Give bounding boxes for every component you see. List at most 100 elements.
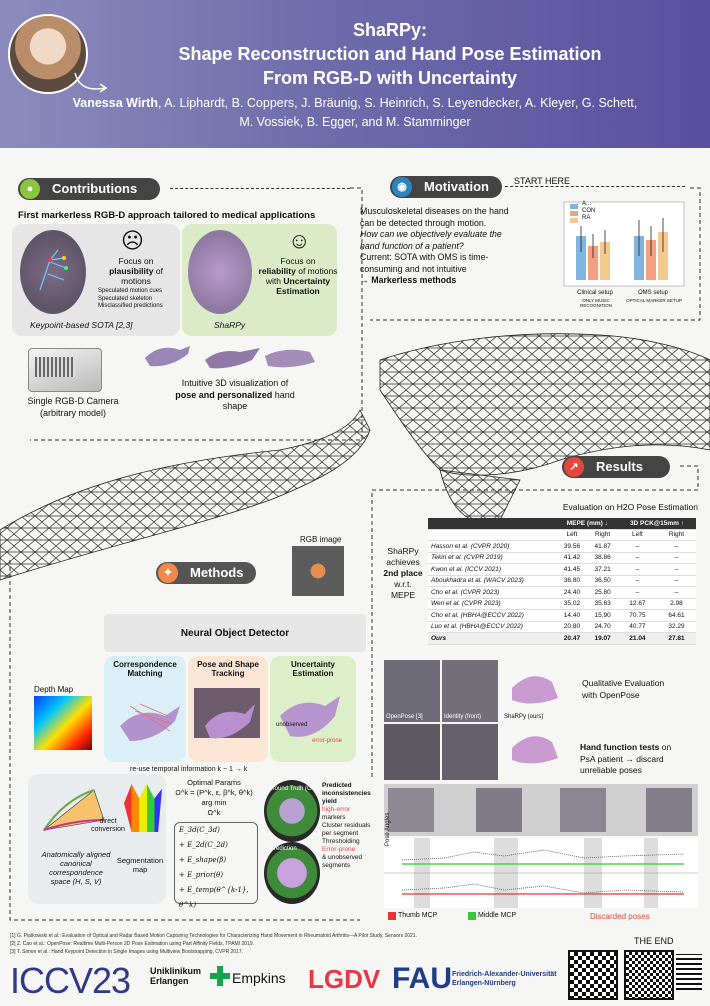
the-end-label: THE END (634, 936, 674, 946)
sota-hand-image (20, 230, 86, 314)
error-prone-seg-label: Error-prone (322, 846, 356, 853)
references: [1] G. Piatkowski et al.: Evaluation of … (10, 932, 570, 956)
qr-code-1[interactable] (568, 950, 618, 1000)
qual-3d-hands (512, 676, 558, 764)
table-value-cell: 41.87 (587, 540, 618, 553)
thumb-legend-label: Thumb MCP (398, 912, 438, 919)
subhead: Right (587, 529, 618, 541)
table-method-cell: Hasson et al. (CVPR 2020) (428, 540, 557, 553)
markers-label: markers (322, 814, 346, 821)
qual-text-line2: with OpenPose (582, 689, 640, 700)
direct-conversion-label: direct conversion (91, 818, 125, 833)
table-row: Cho et al. (HBHA@ECCV 2022) 14.40 15.90 70.… (428, 609, 696, 622)
frame-image (646, 788, 692, 832)
discarded-label: Discarded poses (590, 912, 650, 921)
camera-label-line1: Single RGB-D Camera (27, 396, 119, 406)
energy-term: + E_prior(θ) (179, 871, 224, 879)
table-value-cell: 20.80 (556, 621, 588, 633)
energy-term: + E_2d(C_2d) (179, 841, 228, 849)
qr-code-2[interactable] (624, 950, 674, 1000)
table-value-cell: 14.40 (556, 609, 588, 622)
methods-title: Methods (190, 565, 244, 580)
gt-label: Ground Truth (GT) (268, 786, 318, 792)
table-value-cell: 36.50 (587, 575, 618, 587)
gear-icon: ✦ (158, 563, 178, 583)
table-value-cell: 40.77 (617, 621, 657, 633)
depth-map-image (34, 696, 92, 750)
rgbd-camera-image (28, 348, 102, 392)
table-method-cell: Kwon et al. (ICCV 2021) (428, 563, 557, 576)
table-method-cell: Tekin et al. (CVPR 2019) (428, 552, 557, 564)
chart-icon: ↗ (564, 457, 584, 477)
wireframe-hand-background (0, 333, 710, 581)
happy-face-icon: ☺ (288, 228, 311, 253)
segmentation-line2: map (132, 865, 148, 874)
predicted-inconsistencies: Predicted inconsistencies yield high-err… (322, 782, 376, 870)
hand-test-line3: PsA patient → discard (580, 753, 664, 764)
motivation-line3: How can we objectively evaluate the (360, 229, 502, 239)
reference-item: [1] G. Piatkowski et al.: Evaluation of … (10, 933, 417, 939)
table-row: Wen et al. (CVPR 2023) 35.02 35.63 12.67 2.9… (428, 598, 696, 610)
yields-label: yield (322, 798, 337, 805)
fau-logo: FAU (392, 962, 452, 995)
energy-term: + E_shape(β) (179, 856, 227, 864)
sharpy-hand-image (188, 230, 252, 314)
location-pin-icon: ◉ (392, 177, 412, 197)
qr-code-3[interactable] (676, 954, 702, 990)
frame-image (560, 788, 606, 832)
canonical-line3: correspondence (49, 868, 103, 877)
pred-label: Prediction (270, 846, 297, 852)
thumb-label-identity: Identity (front) (444, 714, 482, 720)
poster-title-line2: Shape Reconstruction and Hand Pose Estim… (178, 44, 602, 64)
error-prone-label: error-prone (312, 738, 343, 744)
table-value-cell: 20.47 (556, 632, 588, 645)
uncertainty-label: Uncertainty Estimation (290, 660, 335, 678)
table-value-cell: 24.40 (556, 586, 588, 599)
sota-focus-bold: plausibility (109, 266, 154, 276)
canonical-line2: canonical (60, 859, 92, 868)
iccv-logo-text: ICCV23 (10, 960, 131, 1001)
authors-line1: Vanessa Wirth, A. Liphardt, B. Coppers, … (20, 96, 690, 110)
viz-label-line2: pose and personalized hand (150, 390, 320, 402)
table-method-cell: Aboukhadra et al. (WACV 2023) (428, 575, 557, 587)
lgdv-logo: LGDV (308, 964, 381, 994)
motivation-pill: ◉ Motivation (390, 176, 502, 198)
table-value-cell: 27.81 (656, 632, 696, 645)
method-hands (120, 688, 340, 741)
table-value-cell: 37.21 (587, 563, 618, 576)
sota-bullets: Speculated motion cues Speculated skelet… (98, 288, 178, 311)
segmentation-line1: Segmentation (116, 856, 164, 865)
sota-bullet: Speculated motion cues (98, 288, 163, 294)
subhead: Left (617, 529, 657, 541)
table-value-cell: 25.80 (587, 586, 618, 599)
table-value-cell: 41.42 (556, 552, 588, 564)
poster-title-line3: From RGB-D with Uncertainty (262, 68, 517, 88)
motivation-line2: can be detected through motion. (360, 217, 487, 228)
table-value-cell: 24.70 (587, 621, 618, 633)
reference-item: [2] Z. Cao et al.: OpenPose: Realtime Mu… (10, 941, 254, 947)
frame-image (476, 788, 522, 832)
personalized-hands-row (145, 346, 315, 369)
motivation-line1: Musculoskeletal diseases on the hand (360, 206, 509, 216)
poster-title-line1: ShaRPy: (352, 20, 428, 40)
table-value-cell: – (617, 540, 657, 553)
eval-title: Evaluation on H2O Pose Estimation (562, 502, 698, 512)
person-icon: ● (20, 179, 40, 199)
viz-pose: pose and (175, 389, 218, 400)
depth-map-label: Depth Map (34, 685, 74, 694)
hand-test-line4: unreliable poses (580, 765, 642, 775)
authors-line2: M. Vossiek, B. Egger, and M. Stamminger (239, 115, 471, 129)
sharpy-focus-bold2: Uncertainty Estimation (276, 276, 331, 296)
side-line: MEPE (390, 590, 416, 600)
sota-bullet: Misclassified predictions (98, 303, 163, 309)
fau-sub2: Erlangen-Nürnberg (452, 980, 516, 987)
authors-rest: , A. Liphardt, B. Coppers, J. Bräunig, S… (157, 96, 638, 110)
sharpy-focus-bold1: reliability (258, 266, 296, 276)
methods-pill: ✦ Methods (156, 562, 256, 584)
qual-image-3 (384, 724, 440, 780)
motivation-dashed-border (505, 186, 685, 187)
fau-sub1: Friedrich-Alexander-Universität (452, 971, 557, 978)
table-method-cell: Cho et al. (CVPR 2023) (428, 586, 557, 599)
sad-face-icon: ☹ (121, 228, 144, 253)
chart-x-oms-sub: OPTICAL MARKER SETUP (626, 298, 682, 303)
